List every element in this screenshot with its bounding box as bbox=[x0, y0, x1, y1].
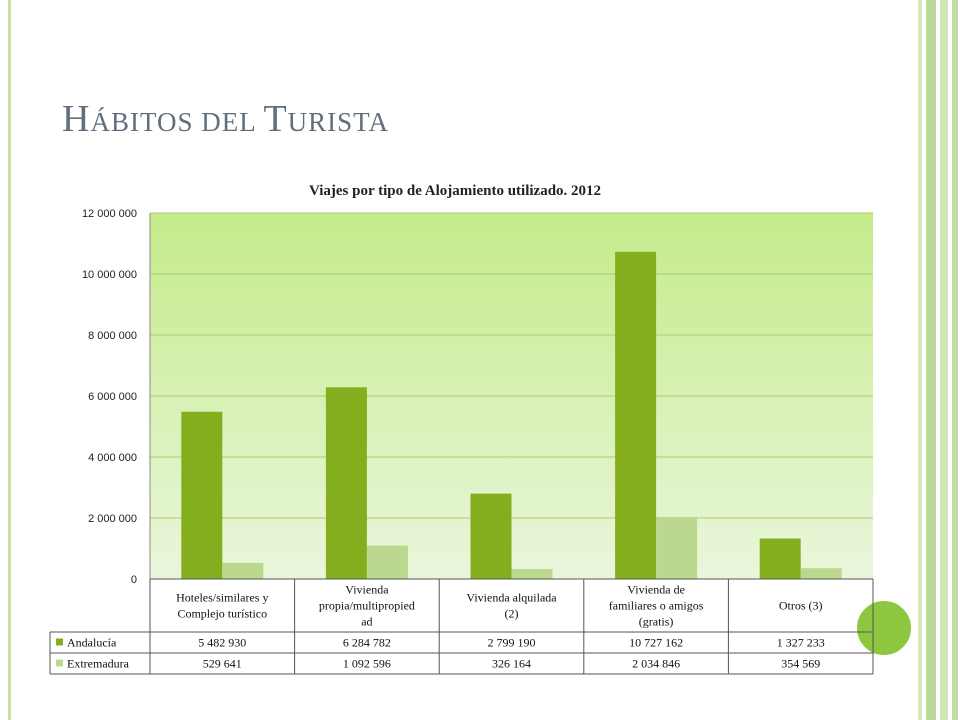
legend-key bbox=[56, 638, 63, 646]
y-tick-label: 4 000 000 bbox=[88, 452, 137, 464]
data-label: 2 034 846 bbox=[632, 657, 680, 671]
slide-title-part: T bbox=[263, 98, 288, 140]
category-label: (2) bbox=[505, 607, 519, 621]
right-stripe bbox=[918, 0, 922, 720]
y-tick-label: 2 000 000 bbox=[88, 513, 137, 525]
bar bbox=[470, 493, 512, 579]
bar bbox=[181, 411, 223, 579]
category-label: Vivienda bbox=[345, 583, 389, 597]
bar bbox=[656, 516, 698, 579]
bar bbox=[615, 251, 657, 579]
category-label: propia/multipropied bbox=[319, 599, 415, 613]
category-label: Complejo turístico bbox=[177, 607, 267, 621]
right-stripe bbox=[940, 0, 948, 720]
category-label: ad bbox=[361, 615, 372, 629]
bar bbox=[759, 538, 801, 579]
chart-title: Viajes por tipo de Alojamiento utilizado… bbox=[309, 183, 601, 199]
y-tick-label: 10 000 000 bbox=[82, 269, 137, 281]
decorative-circle bbox=[854, 598, 914, 658]
slide-title-part: ÁBITOS DEL bbox=[90, 107, 264, 137]
right-stripe bbox=[926, 0, 936, 720]
category-label: Vivienda de bbox=[627, 583, 685, 597]
data-label: 354 569 bbox=[781, 657, 820, 671]
slide-title: HÁBITOS DEL TURISTA bbox=[62, 97, 389, 141]
y-tick-label: 8 000 000 bbox=[88, 330, 137, 342]
slide-title-part: H bbox=[62, 98, 91, 140]
category-label: familiares o amigos bbox=[609, 599, 704, 613]
left-frame-line bbox=[8, 0, 11, 720]
data-label: 1 092 596 bbox=[343, 657, 391, 671]
category-label: Hoteles/similares y bbox=[176, 591, 268, 605]
bar bbox=[366, 545, 408, 579]
data-label: 529 641 bbox=[203, 657, 242, 671]
data-label: 6 284 782 bbox=[343, 636, 391, 650]
data-label: 1 327 233 bbox=[777, 636, 825, 650]
bar bbox=[325, 387, 367, 579]
data-label: 5 482 930 bbox=[198, 636, 246, 650]
bar bbox=[511, 569, 553, 579]
y-tick-label: 6 000 000 bbox=[88, 391, 137, 403]
legend-key bbox=[56, 659, 63, 667]
data-label: 326 164 bbox=[492, 657, 531, 671]
category-label: Vivienda alquilada bbox=[466, 591, 557, 605]
y-tick-label: 12 000 000 bbox=[82, 208, 137, 220]
legend-label: Extremadura bbox=[67, 657, 130, 671]
data-label: 2 799 190 bbox=[488, 636, 536, 650]
data-label: 10 727 162 bbox=[629, 636, 683, 650]
bar bbox=[222, 562, 264, 579]
slide-title-part: URISTA bbox=[287, 107, 390, 137]
bar bbox=[800, 568, 842, 579]
category-label: (gratis) bbox=[639, 615, 674, 629]
category-label: Otros (3) bbox=[779, 599, 823, 613]
legend-label: Andalucía bbox=[67, 636, 117, 650]
right-stripe bbox=[952, 0, 958, 720]
y-tick-label: 0 bbox=[131, 574, 137, 586]
